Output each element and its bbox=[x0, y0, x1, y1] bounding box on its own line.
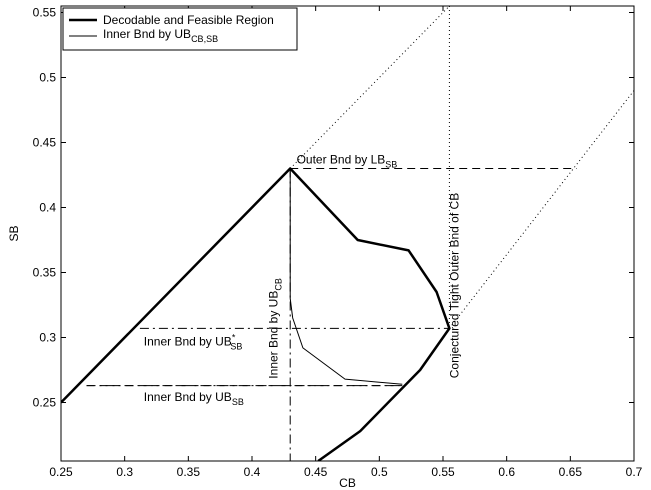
legend-label-inner-bound-subscript: CB,SB bbox=[191, 34, 218, 44]
x-tick-label-4: 0.45 bbox=[304, 465, 328, 479]
legend-label-inner-bound-main: Inner Bnd by UB bbox=[103, 27, 191, 41]
y-tick-label-4: 0.45 bbox=[33, 136, 57, 150]
plot-marks bbox=[61, 6, 634, 461]
y-tick-label-1: 0.3 bbox=[39, 331, 56, 345]
x-tick-label-8: 0.65 bbox=[559, 465, 583, 479]
series-1-thin-solid-segment-0 bbox=[289, 168, 403, 385]
y-tick-label-0: 0.25 bbox=[33, 396, 57, 410]
x-tick-label-7: 0.6 bbox=[498, 465, 515, 479]
x-tick-label-0: 0.25 bbox=[49, 465, 73, 479]
y-axis-label: SB bbox=[7, 225, 21, 241]
annotation-inner-ubstar-main: Inner Bnd by UB bbox=[144, 334, 232, 348]
legend-label-inner-bound: Inner Bnd by UBCB,SB bbox=[103, 27, 218, 44]
annotation-inner-ub-sb-subscript: SB bbox=[232, 397, 244, 407]
legend-label-feasible-region: Decodable and Feasible Region bbox=[103, 13, 274, 27]
series-0-thick-solid-segment-0 bbox=[61, 167, 451, 461]
annotation-inner-ubstar-superscript: * bbox=[232, 332, 236, 342]
annotation-conj-main: Conjectured Tight Outer Bnd of CB bbox=[447, 193, 461, 378]
annotation-outer-lb-subscript: SB bbox=[385, 159, 397, 169]
annotation-conj: Conjectured Tight Outer Bnd of CB bbox=[447, 193, 461, 378]
series-4-dotted-segment-0 bbox=[289, 6, 450, 169]
x-axis-label: CB bbox=[339, 476, 356, 490]
y-tick-label-2: 0.35 bbox=[33, 266, 57, 280]
y-tick-label-3: 0.4 bbox=[39, 201, 56, 215]
x-tick-label-3: 0.4 bbox=[244, 465, 261, 479]
x-tick-label-9: 0.7 bbox=[626, 465, 643, 479]
annotation-inner-ub-sb-main: Inner Bnd by UB bbox=[144, 390, 232, 404]
annotation-outer-lb-main: Outer Bnd by LB bbox=[297, 152, 386, 166]
x-tick-label-6: 0.55 bbox=[431, 465, 455, 479]
x-tick-label-1: 0.3 bbox=[116, 465, 133, 479]
annotation-outer-lb: Outer Bnd by LBSB bbox=[297, 152, 398, 169]
y-axis-ticks: 0.25 0.3 0.35 0.4 0.45 0.5 0.55 bbox=[33, 6, 634, 410]
x-axis-ticks: 0.25 0.3 0.35 0.4 0.45 0.5 0.55 0.6 0.65 0.7 bbox=[49, 6, 643, 479]
series-4-dotted-segment-2 bbox=[449, 90, 634, 329]
legend-box bbox=[62, 7, 298, 51]
x-tick-label-2: 0.35 bbox=[177, 465, 201, 479]
y-tick-label-6: 0.55 bbox=[33, 6, 57, 20]
annotation-inner-ub-cb-subscript: CB bbox=[273, 278, 283, 291]
y-tick-label-5: 0.5 bbox=[39, 71, 56, 85]
annotation-inner-ubstar: Inner Bnd by UB* SB bbox=[144, 332, 243, 351]
annotation-inner-ub-sb: Inner Bnd by UBSB bbox=[144, 390, 244, 407]
annotation-inner-ubstar-subscript: SB bbox=[230, 341, 242, 351]
annotation-inner-ub-cb-main: Inner Bnd by UB bbox=[266, 291, 280, 379]
x-tick-label-5: 0.5 bbox=[371, 465, 388, 479]
legend: Decodable and Feasible Region Inner Bnd … bbox=[62, 7, 298, 51]
axes-box bbox=[60, 5, 635, 462]
annotation-inner-ub-cb: Inner Bnd by UBCB bbox=[266, 278, 283, 379]
